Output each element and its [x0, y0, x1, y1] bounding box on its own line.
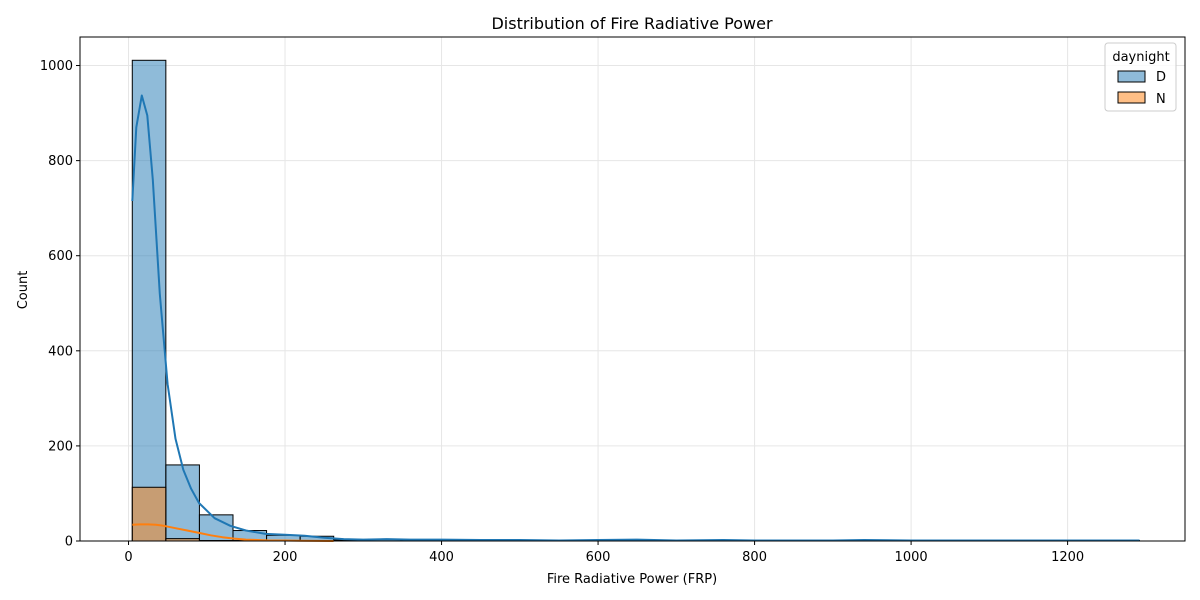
y-tick-label: 600: [48, 249, 73, 264]
chart-title: Distribution of Fire Radiative Power: [491, 14, 772, 33]
kde-line-d: [131, 94, 1140, 542]
x-axis-label: Fire Radiative Power (FRP): [547, 572, 717, 587]
legend-label-d: D: [1156, 70, 1166, 85]
bar-n: [131, 486, 167, 542]
bars: [131, 59, 1140, 542]
legend-swatch-n: [1117, 91, 1146, 104]
y-tick-label: 0: [65, 535, 73, 550]
x-tick-label: 200: [273, 550, 298, 565]
x-tick-label: 1000: [895, 550, 928, 565]
x-tick-label: 1200: [1051, 550, 1084, 565]
x-tick-label: 800: [742, 550, 767, 565]
y-tick-label: 400: [48, 344, 73, 359]
y-tick-label: 1000: [40, 59, 73, 74]
y-tick-label: 800: [48, 154, 73, 169]
legend-swatch-d: [1117, 70, 1146, 83]
y-axis: 0 200 400 600 800 1000: [40, 59, 80, 550]
plot-frame: [79, 36, 1186, 542]
legend-title: daynight: [1112, 50, 1169, 65]
x-tick-label: 400: [429, 550, 454, 565]
legend-label-n: N: [1156, 92, 1166, 107]
x-tick-label: 0: [124, 550, 132, 565]
legend: daynight D N: [1104, 42, 1177, 112]
y-axis-label: Count: [16, 271, 31, 310]
y-tick-label: 200: [48, 439, 73, 454]
x-axis: 0 200 400 600 800 1000 1200: [124, 541, 1084, 565]
x-tick-label: 600: [586, 550, 611, 565]
